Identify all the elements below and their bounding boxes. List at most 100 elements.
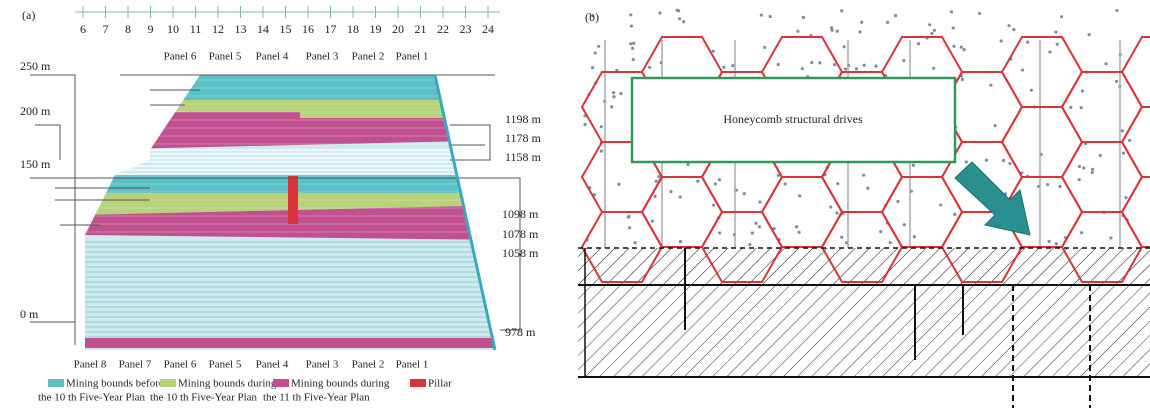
dot <box>1099 154 1102 157</box>
dot <box>952 26 955 29</box>
column-number: 10 <box>167 22 179 36</box>
dot <box>1007 24 1010 27</box>
pillar <box>288 176 298 224</box>
panel-name: Panel 4 <box>256 51 289 63</box>
hexagon <box>1062 72 1142 142</box>
hexagon <box>882 177 962 247</box>
dot <box>985 159 988 162</box>
dot <box>1082 166 1085 169</box>
panel-name: Panel 7 <box>119 359 152 371</box>
column-number: 19 <box>370 22 382 36</box>
dot <box>612 95 615 98</box>
dot <box>1056 43 1059 46</box>
hexagon <box>1122 107 1150 177</box>
box-text: Honeycomb structural drives <box>723 112 863 126</box>
dot <box>718 178 721 181</box>
dot <box>896 200 899 203</box>
dot <box>1115 80 1118 83</box>
dot <box>758 225 761 228</box>
hexagon <box>1122 177 1150 247</box>
dot <box>840 9 843 12</box>
column-number: 24 <box>482 22 494 36</box>
dot <box>903 223 906 226</box>
dot <box>1080 231 1083 234</box>
dot <box>651 220 654 223</box>
hatched-layer <box>578 248 1150 285</box>
level-label: 1158 m <box>505 150 542 164</box>
legend-swatch <box>273 379 289 387</box>
legend-text: Mining bounds before <box>66 378 164 390</box>
dot <box>632 58 635 61</box>
column-number: 14 <box>257 22 269 36</box>
dot <box>932 67 935 70</box>
dot <box>629 13 632 16</box>
dot <box>677 9 680 12</box>
dot <box>1054 30 1057 33</box>
level-label: 1198 m <box>505 112 542 126</box>
dot <box>631 47 634 50</box>
panel-name: Panel 3 <box>306 359 339 371</box>
dot <box>600 125 603 128</box>
dot <box>902 59 905 62</box>
dot <box>1055 242 1058 245</box>
hexagon <box>1002 107 1082 177</box>
dot <box>844 67 847 70</box>
dot <box>930 32 933 35</box>
dot <box>682 20 685 23</box>
legend-text: the 10 th Five-Year Plan <box>150 392 258 404</box>
dot <box>1088 33 1091 36</box>
dot <box>658 11 661 14</box>
dot <box>653 195 656 198</box>
dot <box>630 24 633 27</box>
legend-swatch <box>48 379 64 387</box>
dot <box>657 175 660 178</box>
dot <box>1002 159 1005 162</box>
level-label: 0 m <box>20 307 39 321</box>
dot <box>962 48 965 51</box>
dot <box>594 51 597 54</box>
column-number: 8 <box>125 22 131 36</box>
dot <box>933 29 936 32</box>
dot <box>863 64 866 67</box>
panel-name: Panel 6 <box>164 51 197 63</box>
panel-name: Panel 5 <box>209 51 242 63</box>
dot <box>1030 89 1033 92</box>
dot <box>718 231 721 234</box>
column-number: 17 <box>325 22 337 36</box>
level-label: 978 m <box>505 325 536 339</box>
dot <box>913 235 916 238</box>
dot <box>784 182 787 185</box>
dot <box>714 182 717 185</box>
dot <box>795 225 798 228</box>
dot <box>648 66 651 69</box>
level-label: 1178 m <box>505 131 542 145</box>
dot <box>886 21 889 24</box>
dot <box>1122 152 1125 155</box>
dot <box>1109 236 1112 239</box>
dot <box>829 205 832 208</box>
dot <box>818 61 821 64</box>
dot <box>994 124 997 127</box>
dot <box>796 30 799 33</box>
dot <box>830 29 833 32</box>
legend-text: the 11 th Five-Year Plan <box>263 392 370 404</box>
dot <box>928 23 931 26</box>
panel-name: Panel 1 <box>396 359 429 371</box>
dot <box>754 222 757 225</box>
dot <box>731 64 734 67</box>
dot <box>879 230 882 233</box>
dot <box>678 17 681 20</box>
dot <box>999 39 1002 42</box>
dot <box>1081 89 1084 92</box>
legend-text: Pillar <box>428 378 452 390</box>
dot <box>722 66 725 69</box>
dot <box>912 164 915 167</box>
panel-name: Panel 8 <box>74 359 107 371</box>
dot <box>952 45 955 48</box>
level-label: 250 m <box>20 59 51 73</box>
column-number: 6 <box>80 22 86 36</box>
dot <box>597 45 600 48</box>
panel-name: Panel 2 <box>352 359 385 371</box>
dot <box>628 226 631 229</box>
dot <box>758 200 761 203</box>
